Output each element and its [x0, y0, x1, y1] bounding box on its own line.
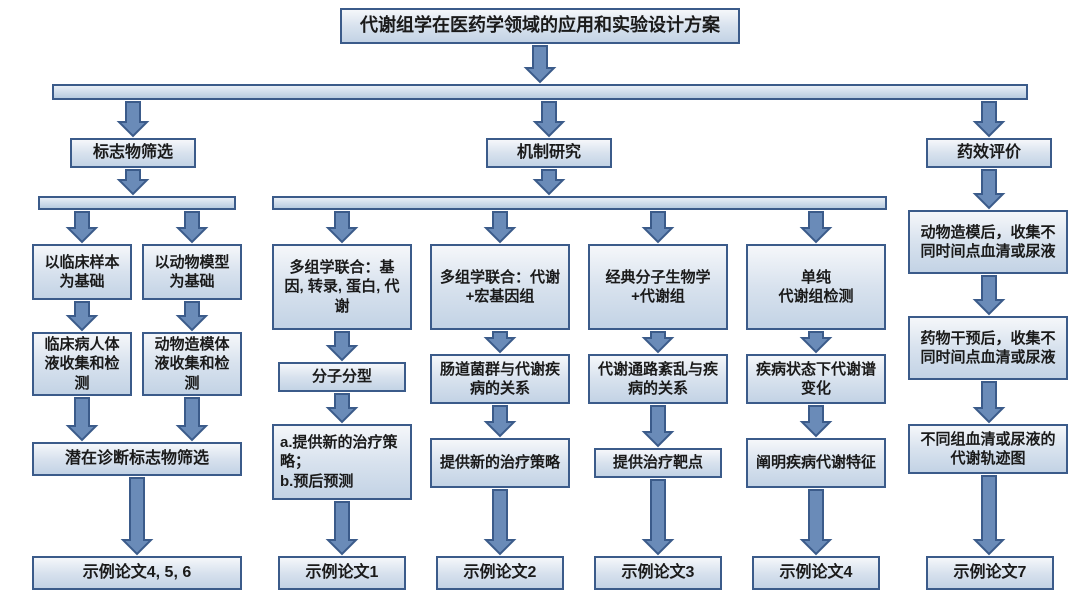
- bar-biomarker: [38, 196, 236, 210]
- node-mech-c4d: 示例论文4: [752, 556, 880, 590]
- node-mech-c3b: 代谢通路紊乱与疾病的关系: [588, 354, 728, 404]
- node-mech-c3a: 经典分子生物学+代谢组: [588, 244, 728, 330]
- node-mech-c4c: 阐明疾病代谢特征: [746, 438, 886, 488]
- node-clinical-collect: 临床病人体液收集和检测: [32, 332, 132, 396]
- node-clinical-basis: 以临床样本为基础: [32, 244, 132, 300]
- node-mech-c4a: 单纯 代谢组检测: [746, 244, 886, 330]
- node-animal-basis: 以动物模型为基础: [142, 244, 242, 300]
- node-mech-c2b: 肠道菌群与代谢疾病的关系: [430, 354, 570, 404]
- node-biomarker-example: 示例论文4, 5, 6: [32, 556, 242, 590]
- node-efficacy: 药效评价: [926, 138, 1052, 168]
- node-eff-b: 药物干预后，收集不同时间点血清或尿液: [908, 316, 1068, 380]
- bar-top: [52, 84, 1028, 100]
- node-mech-c4b: 疾病状态下代谢谱变化: [746, 354, 886, 404]
- node-mech-c2a: 多组学联合：代谢+宏基因组: [430, 244, 570, 330]
- node-mech-c3c: 提供治疗靶点: [594, 448, 722, 478]
- title-text: 代谢组学在医药学领域的应用和实验设计方案: [360, 14, 720, 37]
- node-mech-c1c: a.提供新的治疗策略； b.预后预测: [272, 424, 412, 500]
- bar-mechanism: [272, 196, 887, 210]
- node-eff-a: 动物造模后，收集不同时间点血清或尿液: [908, 210, 1068, 274]
- node-mech-c3d: 示例论文3: [594, 556, 722, 590]
- node-mech-c1d: 示例论文1: [278, 556, 406, 590]
- title-node: 代谢组学在医药学领域的应用和实验设计方案: [340, 8, 740, 44]
- node-mech-c2c: 提供新的治疗策略: [430, 438, 570, 488]
- node-mech-c1a: 多组学联合：基因, 转录, 蛋白, 代谢: [272, 244, 412, 330]
- node-mech-c2d: 示例论文2: [436, 556, 564, 590]
- node-eff-c: 不同组血清或尿液的代谢轨迹图: [908, 424, 1068, 474]
- node-eff-d: 示例论文7: [926, 556, 1054, 590]
- node-biomarker: 标志物筛选: [70, 138, 196, 168]
- node-mech-c1b: 分子分型: [278, 362, 406, 392]
- node-potential-screen: 潜在诊断标志物筛选: [32, 442, 242, 476]
- node-animal-collect: 动物造模体液收集和检测: [142, 332, 242, 396]
- node-mechanism: 机制研究: [486, 138, 612, 168]
